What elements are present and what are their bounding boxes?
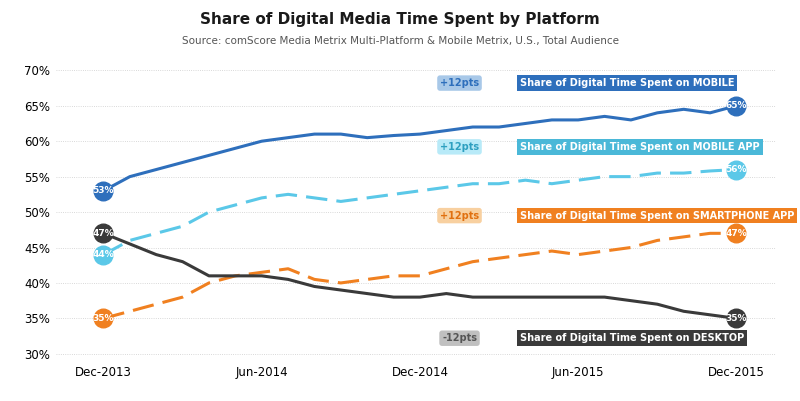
Text: Share of Digital Time Spent on MOBILE: Share of Digital Time Spent on MOBILE — [520, 78, 734, 88]
Text: 47%: 47% — [726, 229, 747, 238]
Text: Share of Digital Time Spent on SMARTPHONE APP: Share of Digital Time Spent on SMARTPHON… — [520, 211, 794, 221]
Text: 44%: 44% — [93, 250, 114, 259]
Text: 65%: 65% — [726, 101, 747, 110]
Text: Share of Digital Time Spent on DESKTOP: Share of Digital Time Spent on DESKTOP — [520, 333, 745, 343]
Text: +12pts: +12pts — [440, 211, 479, 221]
Text: 35%: 35% — [726, 314, 747, 323]
Text: Share of Digital Time Spent on MOBILE APP: Share of Digital Time Spent on MOBILE AP… — [520, 142, 760, 152]
Point — [97, 188, 110, 194]
Point — [97, 315, 110, 322]
Text: Share of Digital Media Time Spent by Platform: Share of Digital Media Time Spent by Pla… — [200, 12, 600, 27]
Point — [730, 230, 743, 237]
Text: 56%: 56% — [726, 165, 747, 174]
Text: +12pts: +12pts — [440, 78, 479, 88]
Point — [97, 230, 110, 237]
Point — [730, 166, 743, 173]
Point — [97, 251, 110, 258]
Point — [730, 315, 743, 322]
Text: 35%: 35% — [93, 314, 114, 323]
Text: 53%: 53% — [93, 186, 114, 195]
Text: +12pts: +12pts — [440, 142, 479, 152]
Text: -12pts: -12pts — [442, 333, 477, 343]
Text: 47%: 47% — [93, 229, 114, 238]
Point — [730, 103, 743, 109]
Text: Source: comScore Media Metrix Multi-Platform & Mobile Metrix, U.S., Total Audien: Source: comScore Media Metrix Multi-Plat… — [182, 36, 618, 46]
